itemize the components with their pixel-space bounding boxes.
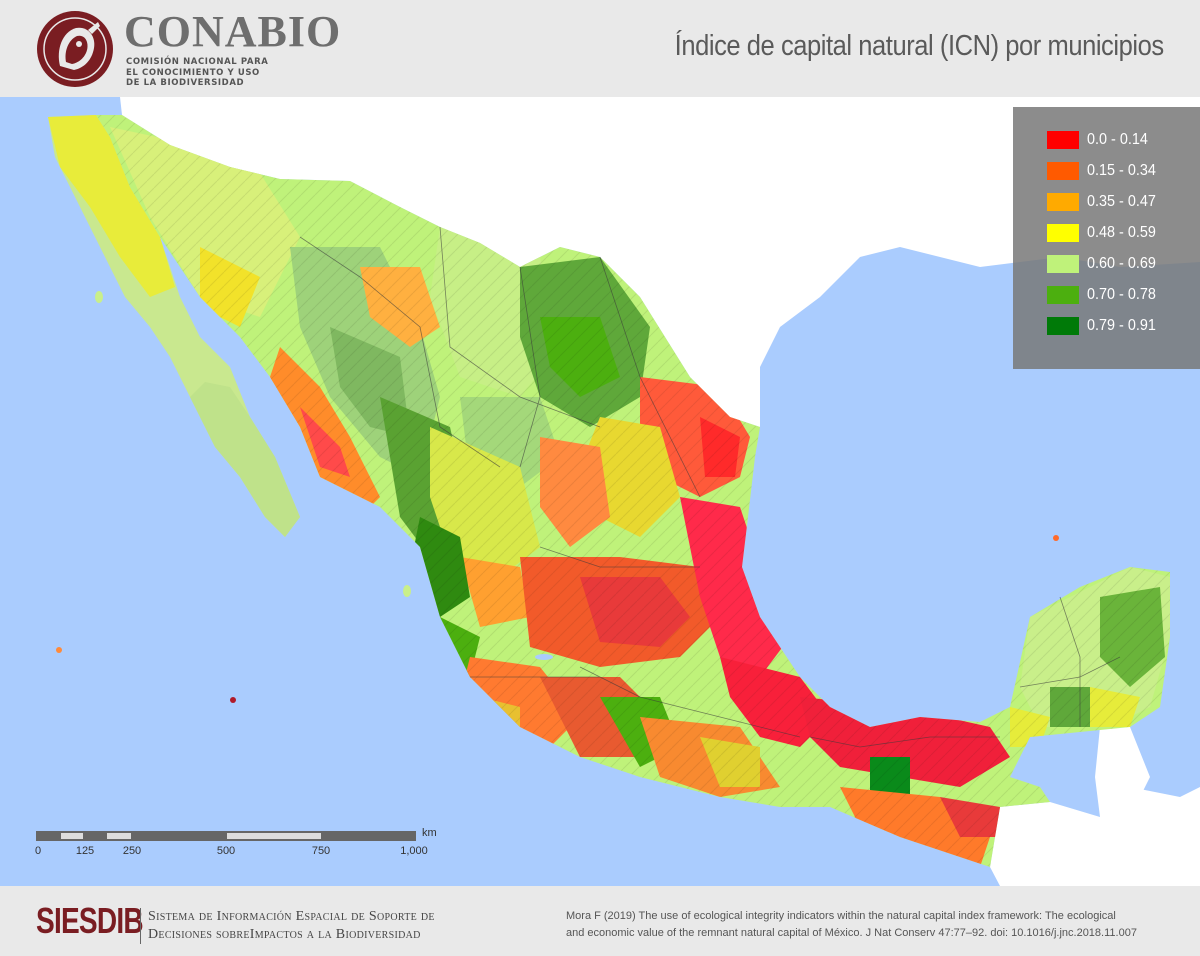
citation-line: Mora F (2019) The use of ecological inte… xyxy=(566,910,1116,922)
header: CONABIO COMISIÓN NACIONAL PARA EL CONOCI… xyxy=(0,0,1200,97)
scale-tick-label: 250 xyxy=(122,845,142,857)
mexico-map xyxy=(48,97,1200,886)
citation: Mora F (2019) The use of ecological inte… xyxy=(566,908,1166,942)
siesdib-name-line: Sistema de Información Espacial de Sopor… xyxy=(148,909,435,924)
brand-subtitle-line: DE LA BIODIVERSIDAD xyxy=(126,78,245,88)
scale-tick-label: 500 xyxy=(216,845,236,857)
page-title: Índice de capital natural (ICN) por muni… xyxy=(675,30,1164,62)
siesdib-full-name: Sistema de Información Espacial de Sopor… xyxy=(148,908,528,944)
scale-tick-label: 1,000 xyxy=(400,845,428,857)
brand-name: CONABIO xyxy=(124,7,342,56)
belize-land xyxy=(1095,727,1150,817)
scale-tick-label: 125 xyxy=(75,845,95,857)
conabio-emblem-icon xyxy=(37,11,113,87)
map-panel: 0.0 - 0.14 0.15 - 0.34 0.35 - 0.47 0.48 … xyxy=(0,97,1200,886)
legend-swatch xyxy=(1047,131,1079,149)
brand-subtitle: COMISIÓN NACIONAL PARA EL CONOCIMIENTO Y… xyxy=(126,57,326,89)
legend-label: 0.15 - 0.34 xyxy=(1087,162,1156,179)
baja-north xyxy=(48,115,175,297)
citation-line: and economic value of the remnant natura… xyxy=(566,927,1137,939)
cedros-island xyxy=(95,291,103,303)
legend-swatch xyxy=(1047,224,1079,242)
guatemala-belize-land xyxy=(990,787,1200,886)
pacific-island xyxy=(230,697,236,703)
footer: SIESDIB Sistema de Información Espacial … xyxy=(0,886,1200,956)
usa-land xyxy=(120,97,1200,427)
siesdib-logo: SIESDIB xyxy=(36,900,144,941)
brand-subtitle-line: EL CONOCIMIENTO Y USO xyxy=(126,67,260,78)
siesdib-name-line: Decisiones sobreImpactos a la Biodiversi… xyxy=(148,927,421,942)
legend: 0.0 - 0.14 0.15 - 0.34 0.35 - 0.47 0.48 … xyxy=(1013,107,1200,369)
scale-bar-graphic xyxy=(36,831,416,841)
legend-label: 0.70 - 0.78 xyxy=(1087,286,1156,303)
lake-chapala xyxy=(535,654,553,660)
scale-tick-label: 0 xyxy=(34,845,42,857)
alacranes-reef xyxy=(1053,535,1059,541)
legend-swatch xyxy=(1047,193,1079,211)
legend-swatch xyxy=(1047,162,1079,180)
legend-label: 0.48 - 0.59 xyxy=(1087,224,1156,241)
legend-label: 0.0 - 0.14 xyxy=(1087,131,1148,148)
marias-islands xyxy=(403,585,411,597)
legend-swatch xyxy=(1047,317,1079,335)
baja-south xyxy=(190,382,300,537)
brand-subtitle-line: COMISIÓN NACIONAL PARA xyxy=(126,57,269,67)
state-borders xyxy=(299,226,1121,748)
scale-unit: km xyxy=(422,827,437,839)
footer-divider xyxy=(140,908,141,944)
legend-label: 0.79 - 0.91 xyxy=(1087,317,1156,334)
scale-tick-label: 750 xyxy=(311,845,331,857)
legend-label: 0.35 - 0.47 xyxy=(1087,193,1156,210)
legend-swatch xyxy=(1047,286,1079,304)
scale-bar: km 0 125 250 500 750 1,000 xyxy=(34,827,456,867)
legend-label: 0.60 - 0.69 xyxy=(1087,255,1156,272)
legend-swatch xyxy=(1047,255,1079,273)
revillagigedo-island xyxy=(56,647,62,653)
